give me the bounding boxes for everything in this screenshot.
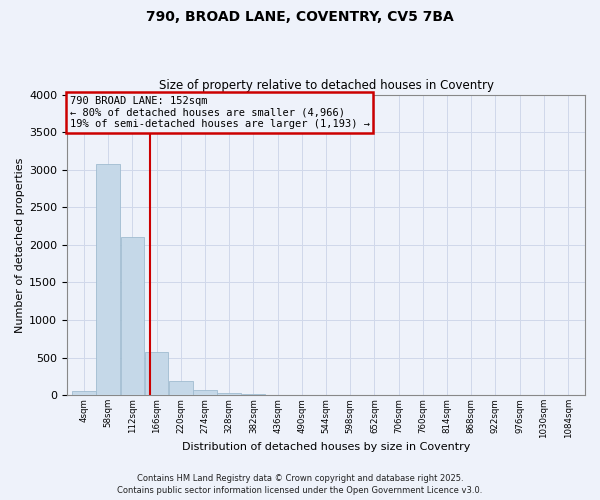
Bar (242, 394, 265, 395)
Y-axis label: Number of detached properties: Number of detached properties (15, 157, 25, 332)
Bar (169, 382, 193, 395)
Title: Size of property relative to detached houses in Coventry: Size of property relative to detached ho… (158, 79, 494, 92)
Text: Contains HM Land Registry data © Crown copyright and database right 2025.
Contai: Contains HM Land Registry data © Crown c… (118, 474, 482, 495)
Bar (121, 238, 144, 395)
Bar (145, 352, 169, 395)
Text: 790 BROAD LANE: 152sqm
← 80% of detached houses are smaller (4,966)
19% of semi-: 790 BROAD LANE: 152sqm ← 80% of detached… (70, 96, 370, 130)
Bar (217, 393, 241, 395)
Bar (72, 391, 96, 395)
Bar (97, 164, 120, 395)
Text: 790, BROAD LANE, COVENTRY, CV5 7BA: 790, BROAD LANE, COVENTRY, CV5 7BA (146, 10, 454, 24)
Bar (266, 394, 289, 395)
Bar (193, 390, 217, 395)
X-axis label: Distribution of detached houses by size in Coventry: Distribution of detached houses by size … (182, 442, 470, 452)
